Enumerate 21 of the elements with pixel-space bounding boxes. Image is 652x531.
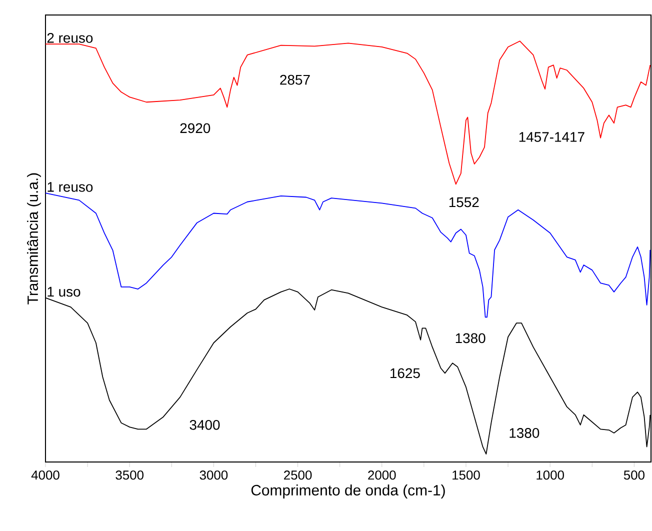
x-tick-label: 2000 [368, 470, 396, 480]
annotation: 1380 [510, 428, 540, 438]
annotation: 1457-1417 [519, 132, 584, 142]
x-tick-label: 2500 [284, 470, 312, 480]
annotation: 2920 [180, 123, 210, 134]
y-axis-title: Transmitância (u.a.) [27, 173, 41, 304]
x-tick-label: 4000 [31, 470, 60, 480]
annotation: 1625 [390, 368, 420, 378]
x-tick-label: 1000 [536, 470, 564, 480]
series-label: 2 reuso [47, 32, 93, 43]
annotation: 1380 [456, 333, 486, 344]
x-tick-label: 500 [624, 470, 644, 480]
series-label: 1 uso [48, 286, 80, 297]
x-tick-label: 3500 [116, 470, 144, 480]
series-label: 1 reuso [48, 182, 93, 192]
x-tick-label: 1500 [452, 470, 480, 480]
x-axis-title: Comprimento de onda (cm-1) [251, 484, 445, 498]
annotation: 2857 [280, 74, 310, 85]
annotation: 1552 [449, 197, 479, 208]
annotation: 3400 [190, 420, 220, 430]
x-tick-label: 3000 [200, 470, 228, 480]
